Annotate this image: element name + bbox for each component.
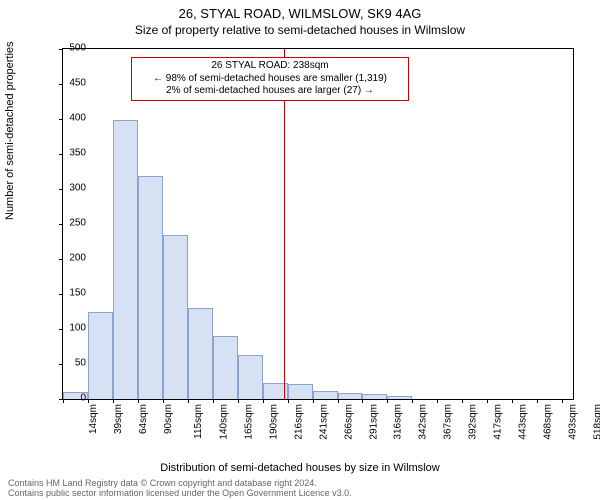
histogram-bar	[338, 393, 363, 399]
y-tick-mark	[59, 294, 63, 295]
x-tick-mark	[462, 399, 463, 403]
y-tick-label: 500	[69, 43, 86, 54]
y-tick-label: 0	[80, 393, 86, 404]
histogram-bar	[88, 312, 113, 400]
x-tick-mark	[437, 399, 438, 403]
x-tick-label: 316sqm	[393, 404, 404, 440]
x-tick-label: 468sqm	[543, 404, 554, 440]
histogram-bar	[188, 308, 213, 399]
histogram-bar	[163, 235, 188, 400]
x-tick-mark	[113, 399, 114, 403]
y-tick-mark	[59, 329, 63, 330]
x-tick-label: 443sqm	[518, 404, 529, 440]
x-tick-mark	[338, 399, 339, 403]
annotation-line: ← 98% of semi-detached houses are smalle…	[136, 73, 404, 86]
chart-subtitle: Size of property relative to semi-detach…	[0, 21, 600, 37]
annotation-box: 26 STYAL ROAD: 238sqm← 98% of semi-detac…	[131, 57, 409, 101]
x-tick-label: 165sqm	[243, 404, 254, 440]
y-tick-label: 400	[69, 113, 86, 124]
x-tick-mark	[562, 399, 563, 403]
x-tick-mark	[63, 399, 64, 403]
y-tick-mark	[59, 259, 63, 260]
annotation-line: 26 STYAL ROAD: 238sqm	[136, 60, 404, 73]
y-tick-label: 350	[69, 148, 86, 159]
histogram-bar	[387, 396, 412, 399]
y-tick-mark	[59, 84, 63, 85]
x-tick-label: 493sqm	[568, 404, 579, 440]
x-tick-label: 266sqm	[343, 404, 354, 440]
x-tick-mark	[487, 399, 488, 403]
histogram-bar	[113, 120, 138, 399]
x-tick-label: 241sqm	[318, 404, 329, 440]
x-tick-mark	[263, 399, 264, 403]
y-tick-label: 300	[69, 183, 86, 194]
y-tick-label: 250	[69, 218, 86, 229]
y-tick-label: 450	[69, 78, 86, 89]
x-tick-mark	[213, 399, 214, 403]
histogram-bar	[138, 176, 163, 399]
x-tick-label: 417sqm	[493, 404, 504, 440]
x-tick-label: 518sqm	[593, 404, 600, 440]
x-tick-label: 190sqm	[268, 404, 279, 440]
footer-text-1: Contains HM Land Registry data © Crown c…	[8, 478, 317, 488]
x-tick-label: 216sqm	[293, 404, 304, 440]
x-tick-mark	[163, 399, 164, 403]
y-tick-mark	[59, 154, 63, 155]
marker-line	[284, 49, 285, 399]
y-tick-label: 50	[75, 358, 86, 369]
x-tick-label: 90sqm	[163, 404, 174, 434]
x-tick-label: 115sqm	[193, 404, 204, 439]
x-tick-mark	[412, 399, 413, 403]
x-tick-mark	[512, 399, 513, 403]
histogram-bar	[362, 394, 387, 399]
x-tick-label: 392sqm	[468, 404, 479, 440]
x-tick-label: 140sqm	[218, 404, 229, 440]
annotation-line: 2% of semi-detached houses are larger (2…	[136, 85, 404, 98]
x-tick-mark	[537, 399, 538, 403]
x-tick-label: 291sqm	[368, 404, 379, 440]
x-tick-mark	[313, 399, 314, 403]
x-tick-label: 367sqm	[443, 404, 454, 440]
y-tick-label: 150	[69, 288, 86, 299]
x-tick-mark	[288, 399, 289, 403]
histogram-bar	[238, 355, 263, 399]
histogram-bar	[313, 391, 338, 399]
footer-text-2: Contains public sector information licen…	[8, 488, 352, 498]
x-tick-mark	[387, 399, 388, 403]
y-tick-mark	[59, 224, 63, 225]
x-tick-mark	[362, 399, 363, 403]
y-tick-label: 200	[69, 253, 86, 264]
histogram-bar	[213, 336, 238, 399]
x-tick-mark	[188, 399, 189, 403]
x-tick-mark	[88, 399, 89, 403]
x-tick-label: 342sqm	[418, 404, 429, 440]
x-tick-label: 39sqm	[113, 404, 124, 434]
y-axis-label: Number of semi-detached properties	[4, 41, 16, 220]
x-tick-label: 64sqm	[138, 404, 149, 434]
plot-area: 26 STYAL ROAD: 238sqm← 98% of semi-detac…	[62, 48, 574, 400]
y-tick-mark	[59, 189, 63, 190]
x-tick-label: 14sqm	[88, 404, 99, 434]
x-tick-mark	[138, 399, 139, 403]
x-axis-label: Distribution of semi-detached houses by …	[0, 462, 600, 474]
x-tick-mark	[238, 399, 239, 403]
y-tick-mark	[59, 49, 63, 50]
y-tick-label: 100	[69, 323, 86, 334]
chart-title: 26, STYAL ROAD, WILMSLOW, SK9 4AG	[0, 0, 600, 21]
chart-container: 26, STYAL ROAD, WILMSLOW, SK9 4AG Size o…	[0, 0, 600, 500]
y-tick-mark	[59, 119, 63, 120]
y-tick-mark	[59, 364, 63, 365]
histogram-bar	[288, 384, 313, 399]
